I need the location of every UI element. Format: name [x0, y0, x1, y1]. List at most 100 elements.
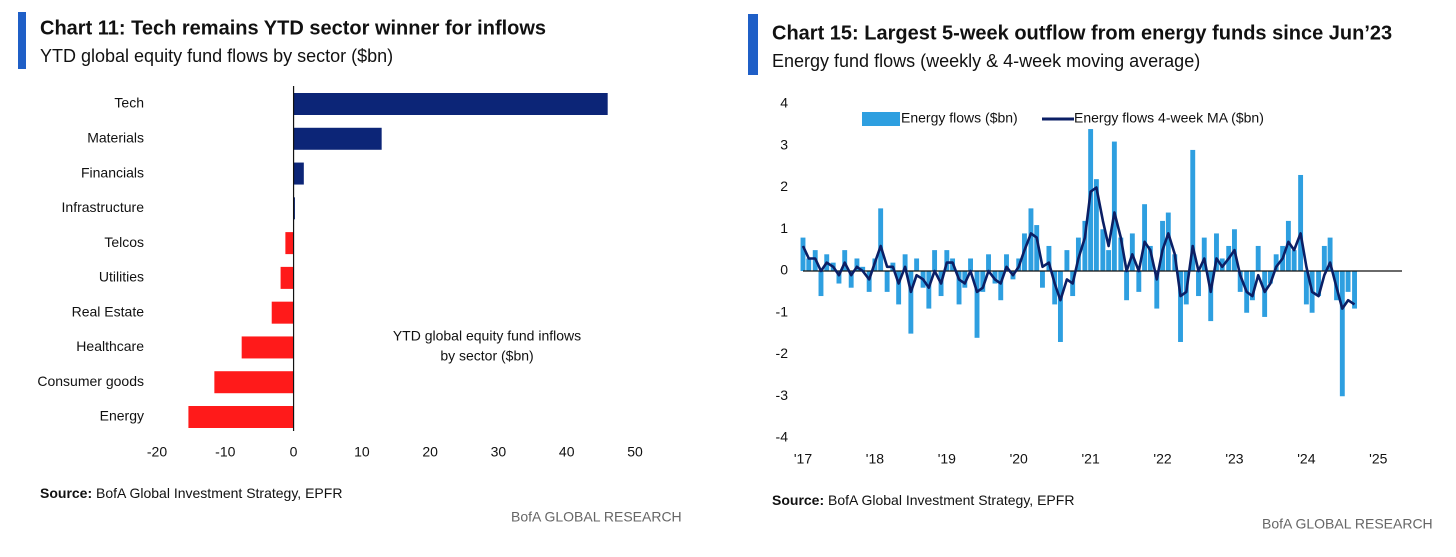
bar	[962, 271, 968, 288]
bar	[285, 232, 294, 255]
x-tick-label: -20	[147, 444, 167, 460]
bar	[980, 271, 986, 292]
bar	[1082, 220, 1088, 271]
bar	[1190, 149, 1196, 271]
bar	[998, 271, 1004, 301]
y-tick-label: 1	[780, 220, 788, 236]
bar	[944, 250, 950, 271]
y-tick-label: -4	[776, 429, 789, 445]
bar	[293, 197, 295, 220]
bar	[1165, 212, 1171, 271]
bar	[896, 271, 902, 305]
title-accent	[748, 14, 758, 75]
x-tick-label: '21	[1082, 451, 1100, 467]
x-tick-label: 0	[290, 444, 298, 460]
y-tick-label: Telcos	[104, 234, 144, 250]
x-tick-label: '17	[794, 451, 812, 467]
bar	[1111, 141, 1117, 271]
bar	[956, 271, 962, 305]
bar	[1298, 174, 1304, 271]
bar	[1028, 208, 1034, 271]
bar	[1093, 179, 1099, 271]
chart-subtitle: Energy fund flows (weekly & 4-week movin…	[772, 51, 1200, 71]
bar	[968, 258, 973, 271]
y-tick-label: Materials	[87, 129, 144, 145]
y-tick-label: 0	[780, 262, 788, 278]
bar	[908, 271, 914, 334]
x-tick-label: -10	[215, 444, 235, 460]
bar	[188, 406, 294, 428]
x-tick-label: '24	[1297, 451, 1315, 467]
bar	[860, 266, 866, 271]
bar	[1249, 271, 1255, 301]
bar	[1196, 271, 1201, 297]
y-tick-label: 2	[780, 178, 788, 194]
bar	[1057, 271, 1063, 342]
source: Source: BofA Global Investment Strategy,…	[40, 485, 342, 501]
y-tick-label: Healthcare	[76, 338, 144, 354]
legend-swatch	[862, 112, 900, 126]
bar	[1034, 225, 1040, 271]
bar	[1339, 271, 1345, 397]
bar	[986, 254, 991, 271]
chart-subtitle: YTD global equity fund flows by sector (…	[40, 46, 393, 66]
bar	[214, 371, 294, 394]
bar	[293, 162, 304, 185]
annotation: YTD global equity fund inflows	[393, 328, 581, 344]
footer: BofA GLOBAL RESEARCH	[1262, 516, 1433, 532]
chart-title: Chart 11: Tech remains YTD sector winner…	[40, 17, 546, 39]
source: Source: BofA Global Investment Strategy,…	[772, 492, 1074, 508]
bar	[1040, 271, 1045, 288]
legend-label: Energy flows 4-week MA ($bn)	[1074, 110, 1264, 126]
y-tick-label: Utilities	[99, 269, 144, 285]
x-tick-label: '18	[866, 451, 884, 467]
bar	[800, 237, 806, 271]
chart-title: Chart 15: Largest 5-week outflow from en…	[772, 22, 1392, 44]
bar	[271, 301, 294, 324]
x-tick-label: 20	[422, 444, 438, 460]
bar	[1285, 220, 1291, 271]
bar	[866, 271, 872, 292]
bar	[806, 258, 812, 271]
x-tick-label: 50	[627, 444, 643, 460]
y-tick-label: Energy	[100, 408, 144, 424]
bar	[1262, 271, 1268, 317]
bar	[1273, 254, 1279, 271]
bar	[848, 271, 854, 288]
bar	[1345, 271, 1351, 292]
bar	[1255, 245, 1261, 271]
y-tick-label: Financials	[81, 164, 144, 180]
bar	[280, 266, 294, 289]
bar	[1178, 271, 1183, 342]
y-tick-label: -1	[776, 303, 789, 319]
bar	[854, 258, 860, 271]
bar	[878, 208, 884, 271]
title-accent	[18, 12, 26, 69]
bar	[1004, 254, 1009, 271]
bar	[1214, 233, 1219, 271]
bar	[1052, 271, 1058, 305]
bar	[1201, 237, 1207, 271]
bar	[836, 271, 842, 284]
y-tick-label: -3	[776, 387, 789, 403]
x-tick-label: '23	[1225, 451, 1243, 467]
bar	[926, 271, 932, 309]
bar	[1124, 271, 1130, 301]
bar	[293, 93, 608, 115]
source-label: Source:	[772, 492, 824, 508]
bar	[932, 250, 938, 271]
footer: BofA GLOBAL RESEARCH	[511, 509, 682, 525]
bar	[992, 271, 998, 284]
bar	[1106, 250, 1112, 271]
bar	[1316, 271, 1322, 297]
bar	[842, 250, 848, 271]
bar	[1142, 204, 1148, 271]
ma-line	[801, 186, 1356, 310]
bar	[1321, 245, 1327, 271]
bar	[241, 336, 294, 359]
y-tick-label: -2	[776, 345, 789, 361]
bar	[1064, 250, 1070, 271]
bar	[1100, 229, 1106, 271]
bar	[1327, 237, 1333, 271]
y-tick-label: Tech	[114, 95, 144, 111]
